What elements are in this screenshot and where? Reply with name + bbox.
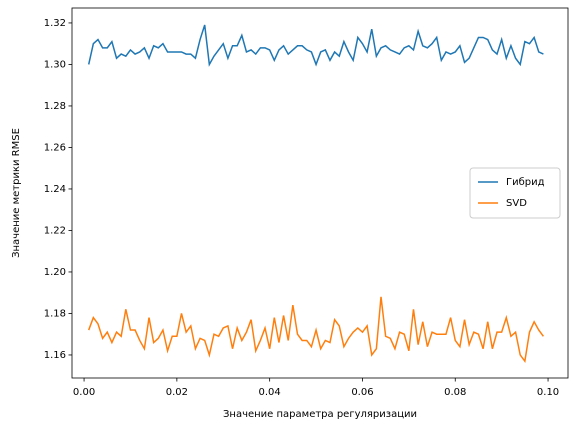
legend-label: SVD <box>506 198 527 209</box>
y-tick-label: 1.28 <box>44 101 66 112</box>
y-tick-label: 1.24 <box>44 184 66 195</box>
x-tick-label: 0.10 <box>537 387 559 398</box>
x-tick-label: 0.00 <box>73 387 95 398</box>
legend: Гибрид SVD <box>469 167 561 219</box>
y-tick-label: 1.32 <box>44 18 66 29</box>
y-tick-label: 1.16 <box>44 350 66 361</box>
y-tick-label: 1.30 <box>44 59 66 70</box>
x-tick-label: 0.02 <box>166 387 188 398</box>
plot-frame <box>71 7 569 379</box>
x-axis-label: Значение параметра регуляризации <box>223 409 417 420</box>
y-tick-label: 1.18 <box>44 308 66 319</box>
y-tick-label: 1.22 <box>44 225 66 236</box>
x-tick-label: 0.06 <box>351 387 373 398</box>
series-line <box>87 24 544 67</box>
y-tick-label: 1.20 <box>44 267 66 278</box>
legend-label: Гибрид <box>506 177 545 188</box>
y-tick-label: 1.26 <box>44 142 66 153</box>
legend-box <box>469 167 561 219</box>
y-axis-label: Значение метрики RMSE <box>11 128 22 258</box>
x-tick-label: 0.08 <box>444 387 466 398</box>
series-line <box>87 296 545 364</box>
x-tick-label: 0.04 <box>259 387 281 398</box>
